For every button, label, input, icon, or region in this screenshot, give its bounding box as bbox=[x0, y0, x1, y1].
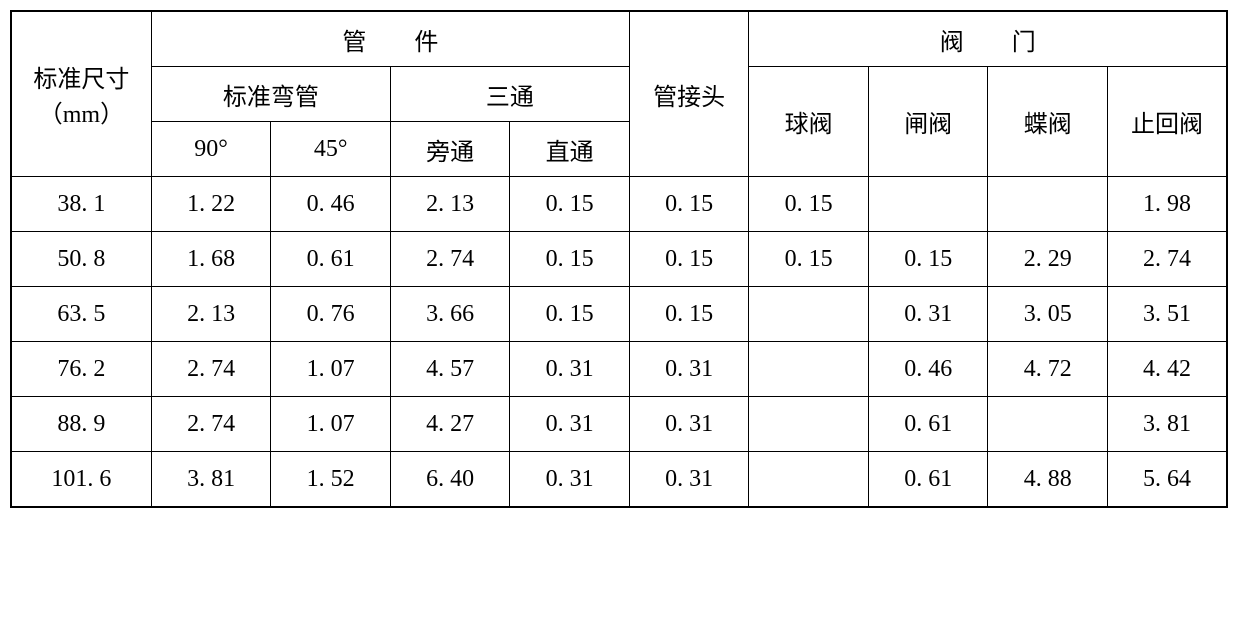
header-size-line2: （mm） bbox=[39, 102, 124, 128]
table-header: 标准尺寸 （mm） 管件 管接头 阀门 标准弯管 三通 球阀 闸阀 蝶阀 止回阀… bbox=[11, 11, 1227, 177]
cell-butterfly_valve: 4. 72 bbox=[988, 342, 1108, 397]
cell-butterfly_valve bbox=[988, 397, 1108, 452]
cell-connector: 0. 15 bbox=[629, 232, 749, 287]
cell-size: 38. 1 bbox=[11, 177, 151, 232]
cell-tee_straight: 0. 15 bbox=[510, 287, 630, 342]
cell-size: 50. 8 bbox=[11, 232, 151, 287]
header-bend90: 90° bbox=[151, 122, 271, 177]
cell-connector: 0. 31 bbox=[629, 397, 749, 452]
cell-bend90: 1. 68 bbox=[151, 232, 271, 287]
cell-connector: 0. 31 bbox=[629, 342, 749, 397]
cell-bend90: 2. 13 bbox=[151, 287, 271, 342]
cell-tee_straight: 0. 31 bbox=[510, 452, 630, 508]
cell-check_valve: 2. 74 bbox=[1107, 232, 1227, 287]
cell-bend45: 0. 46 bbox=[271, 177, 391, 232]
cell-check_valve: 3. 81 bbox=[1107, 397, 1227, 452]
header-tee-group: 三通 bbox=[390, 67, 629, 122]
cell-bend45: 0. 61 bbox=[271, 232, 391, 287]
header-bend-group: 标准弯管 bbox=[151, 67, 390, 122]
header-connector: 管接头 bbox=[629, 11, 749, 177]
cell-tee_side: 2. 74 bbox=[390, 232, 510, 287]
cell-tee_side: 3. 66 bbox=[390, 287, 510, 342]
cell-connector: 0. 31 bbox=[629, 452, 749, 508]
header-size: 标准尺寸 （mm） bbox=[11, 11, 151, 177]
cell-connector: 0. 15 bbox=[629, 287, 749, 342]
cell-size: 76. 2 bbox=[11, 342, 151, 397]
cell-size: 88. 9 bbox=[11, 397, 151, 452]
table-row: 50. 81. 680. 612. 740. 150. 150. 150. 15… bbox=[11, 232, 1227, 287]
cell-tee_side: 4. 57 bbox=[390, 342, 510, 397]
cell-tee_straight: 0. 31 bbox=[510, 397, 630, 452]
cell-ball_valve bbox=[749, 397, 869, 452]
cell-bend90: 3. 81 bbox=[151, 452, 271, 508]
cell-bend45: 0. 76 bbox=[271, 287, 391, 342]
header-tee-straight: 直通 bbox=[510, 122, 630, 177]
header-tee-side: 旁通 bbox=[390, 122, 510, 177]
header-size-line1: 标准尺寸 bbox=[33, 67, 129, 93]
cell-bend45: 1. 07 bbox=[271, 397, 391, 452]
cell-check_valve: 3. 51 bbox=[1107, 287, 1227, 342]
cell-bend90: 2. 74 bbox=[151, 342, 271, 397]
cell-ball_valve: 0. 15 bbox=[749, 177, 869, 232]
cell-gate_valve: 0. 61 bbox=[868, 397, 988, 452]
cell-tee_straight: 0. 15 bbox=[510, 232, 630, 287]
header-bend45: 45° bbox=[271, 122, 391, 177]
cell-size: 101. 6 bbox=[11, 452, 151, 508]
table-row: 88. 92. 741. 074. 270. 310. 310. 613. 81 bbox=[11, 397, 1227, 452]
table-row: 38. 11. 220. 462. 130. 150. 150. 151. 98 bbox=[11, 177, 1227, 232]
cell-check_valve: 1. 98 bbox=[1107, 177, 1227, 232]
table-row: 76. 22. 741. 074. 570. 310. 310. 464. 72… bbox=[11, 342, 1227, 397]
cell-gate_valve bbox=[868, 177, 988, 232]
cell-ball_valve bbox=[749, 342, 869, 397]
cell-tee_straight: 0. 15 bbox=[510, 177, 630, 232]
cell-butterfly_valve: 2. 29 bbox=[988, 232, 1108, 287]
cell-tee_side: 6. 40 bbox=[390, 452, 510, 508]
cell-ball_valve bbox=[749, 287, 869, 342]
cell-butterfly_valve bbox=[988, 177, 1108, 232]
cell-ball_valve bbox=[749, 452, 869, 508]
header-valves-group: 阀门 bbox=[749, 11, 1227, 67]
cell-gate_valve: 0. 15 bbox=[868, 232, 988, 287]
cell-tee_side: 2. 13 bbox=[390, 177, 510, 232]
header-ball-valve: 球阀 bbox=[749, 67, 869, 177]
table-body: 38. 11. 220. 462. 130. 150. 150. 151. 98… bbox=[11, 177, 1227, 508]
table-row: 63. 52. 130. 763. 660. 150. 150. 313. 05… bbox=[11, 287, 1227, 342]
cell-bend90: 1. 22 bbox=[151, 177, 271, 232]
cell-bend45: 1. 52 bbox=[271, 452, 391, 508]
cell-tee_side: 4. 27 bbox=[390, 397, 510, 452]
cell-butterfly_valve: 4. 88 bbox=[988, 452, 1108, 508]
cell-size: 63. 5 bbox=[11, 287, 151, 342]
cell-tee_straight: 0. 31 bbox=[510, 342, 630, 397]
cell-ball_valve: 0. 15 bbox=[749, 232, 869, 287]
cell-gate_valve: 0. 61 bbox=[868, 452, 988, 508]
cell-connector: 0. 15 bbox=[629, 177, 749, 232]
table-row: 101. 63. 811. 526. 400. 310. 310. 614. 8… bbox=[11, 452, 1227, 508]
header-butterfly-valve: 蝶阀 bbox=[988, 67, 1108, 177]
header-fittings-group: 管件 bbox=[151, 11, 629, 67]
fittings-table: 标准尺寸 （mm） 管件 管接头 阀门 标准弯管 三通 球阀 闸阀 蝶阀 止回阀… bbox=[10, 10, 1228, 508]
cell-gate_valve: 0. 31 bbox=[868, 287, 988, 342]
header-gate-valve: 闸阀 bbox=[868, 67, 988, 177]
cell-gate_valve: 0. 46 bbox=[868, 342, 988, 397]
cell-butterfly_valve: 3. 05 bbox=[988, 287, 1108, 342]
cell-bend45: 1. 07 bbox=[271, 342, 391, 397]
cell-bend90: 2. 74 bbox=[151, 397, 271, 452]
header-check-valve: 止回阀 bbox=[1107, 67, 1227, 177]
cell-check_valve: 5. 64 bbox=[1107, 452, 1227, 508]
cell-check_valve: 4. 42 bbox=[1107, 342, 1227, 397]
